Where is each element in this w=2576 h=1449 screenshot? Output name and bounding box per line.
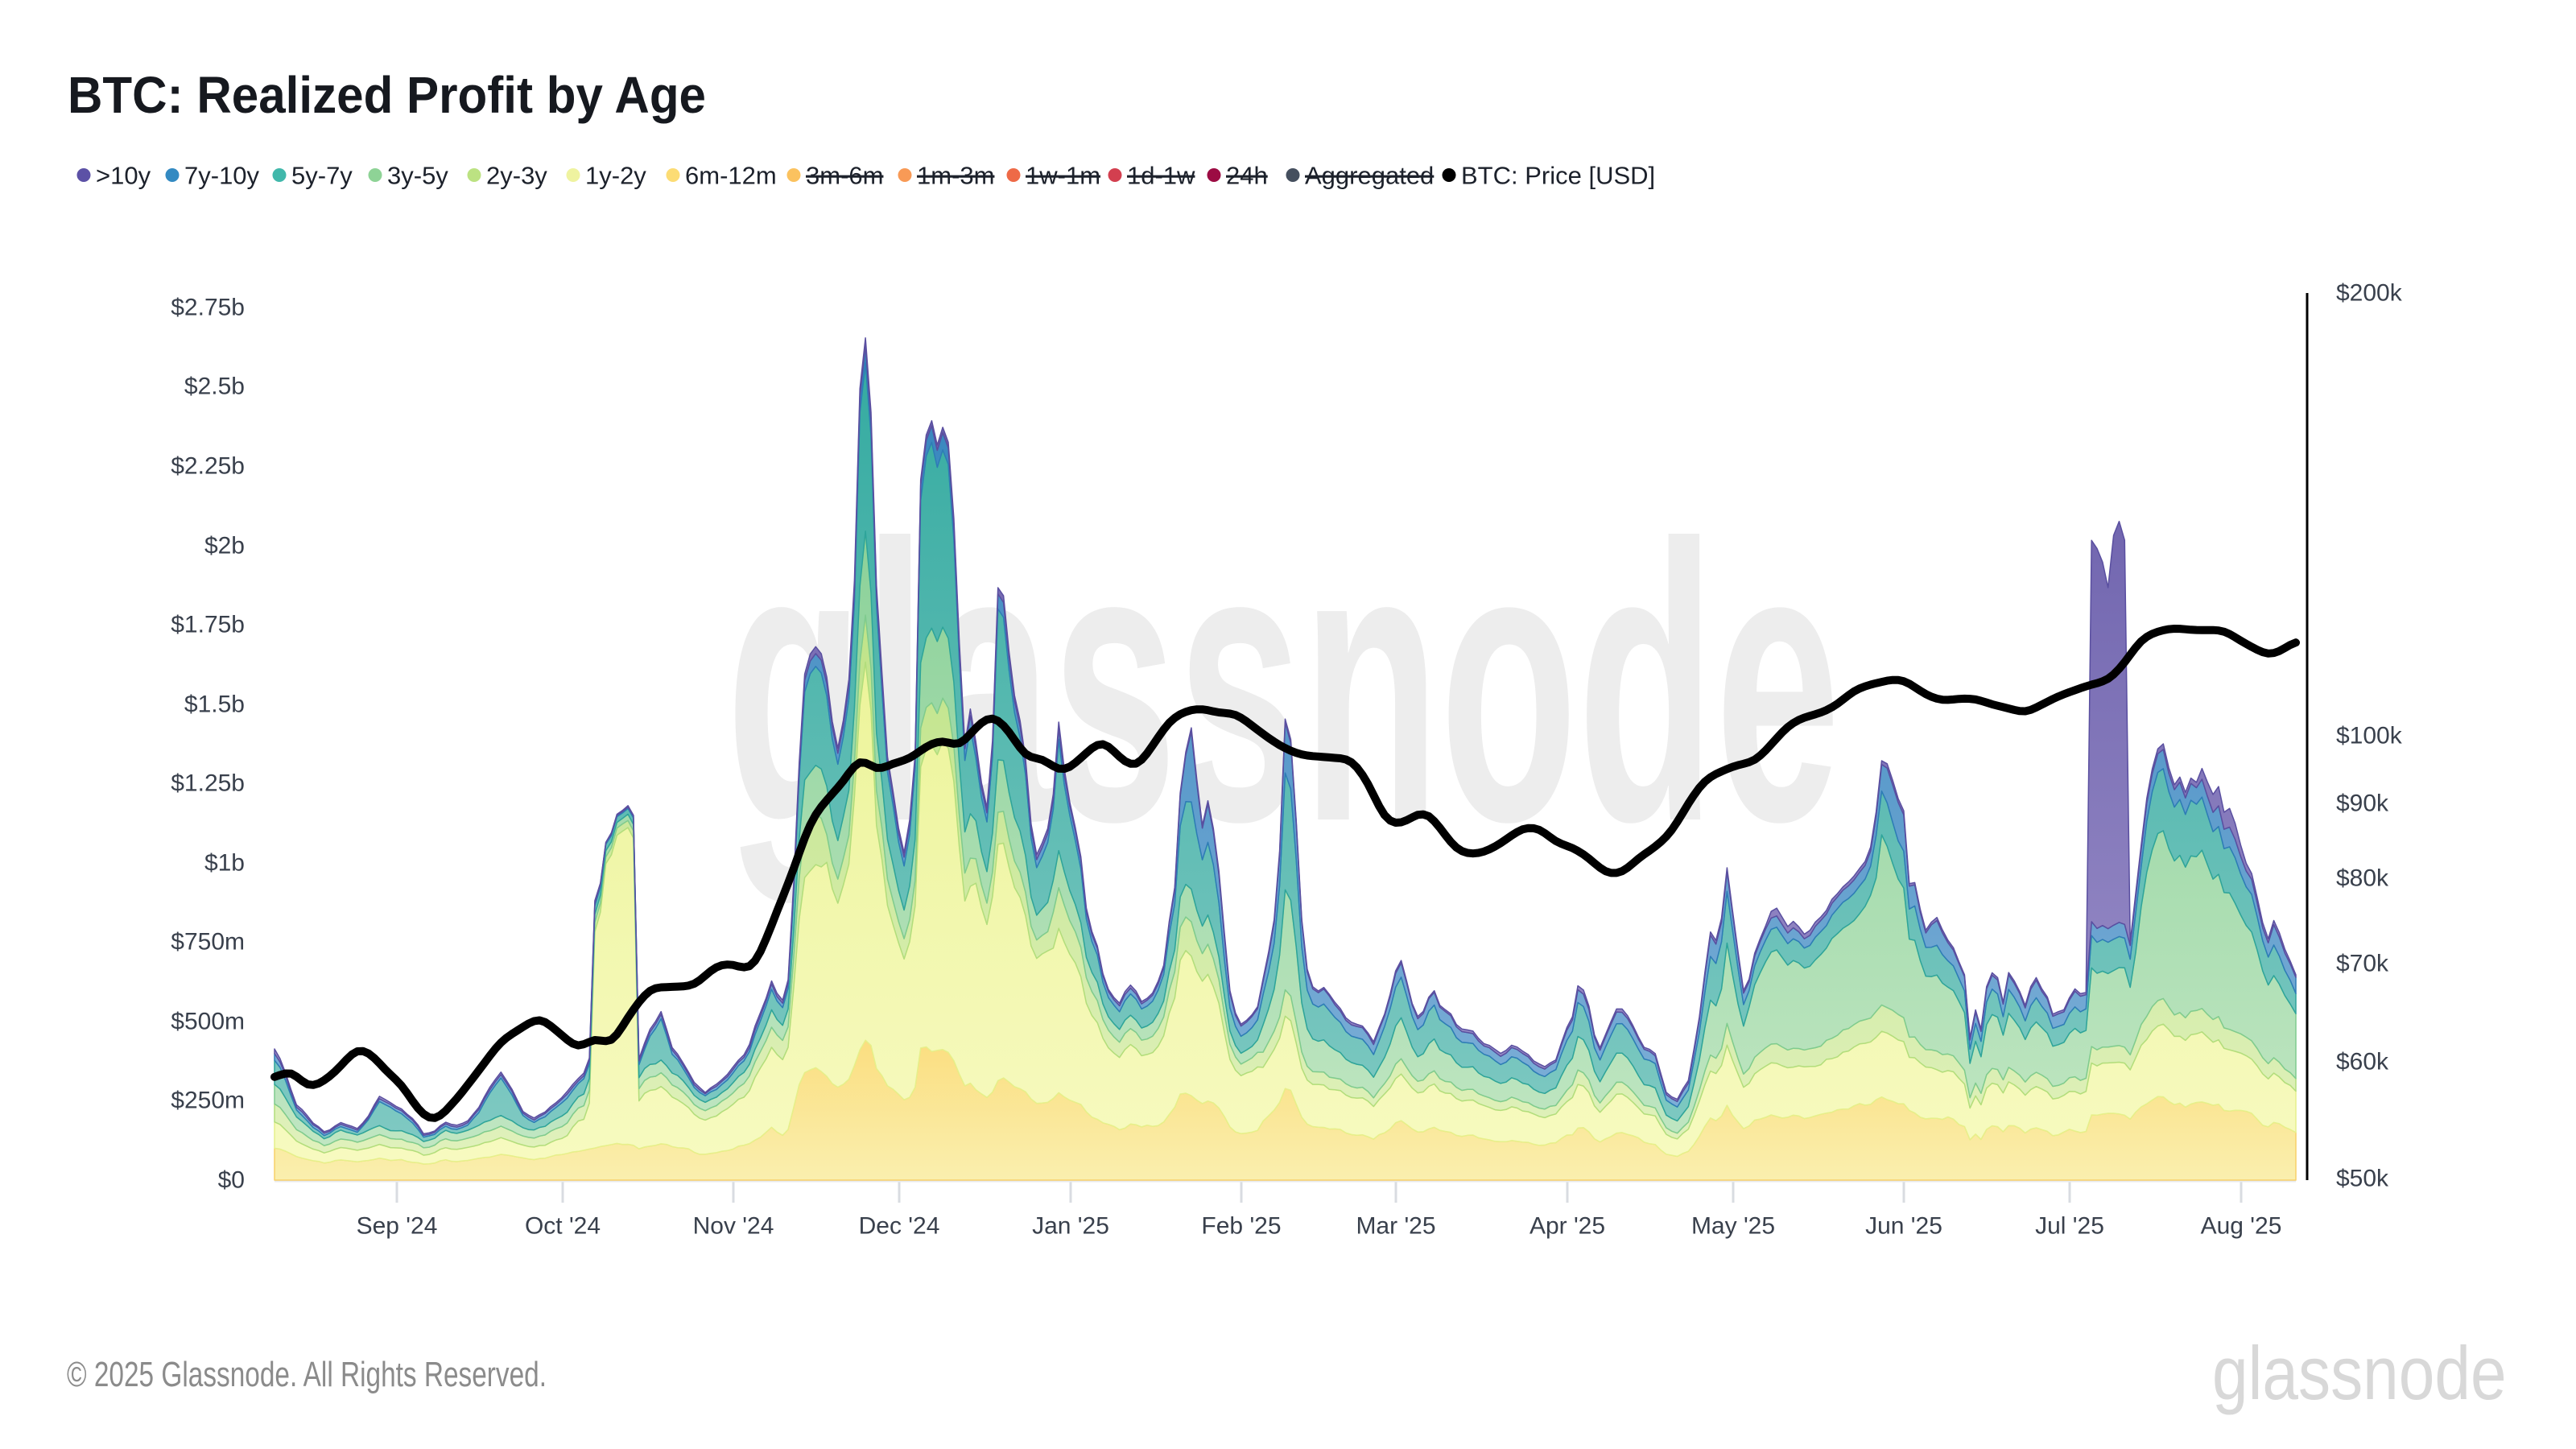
svg-text:Nov '24: Nov '24: [693, 1213, 774, 1240]
svg-text:5y-7y: 5y-7y: [291, 162, 353, 190]
svg-text:>10y: >10y: [96, 162, 151, 190]
svg-text:6m-12m: 6m-12m: [685, 162, 777, 190]
svg-text:$90k: $90k: [2336, 791, 2389, 817]
svg-text:Oct '24: Oct '24: [525, 1213, 601, 1240]
svg-text:2y-3y: 2y-3y: [486, 162, 547, 190]
svg-text:$250m: $250m: [171, 1088, 245, 1114]
svg-text:$0: $0: [218, 1167, 245, 1194]
svg-text:$2.75b: $2.75b: [171, 295, 245, 321]
svg-text:$2b: $2b: [204, 533, 245, 559]
svg-text:© 2025 Glassnode. All Rights R: © 2025 Glassnode. All Rights Reserved.: [67, 1355, 547, 1394]
svg-text:$2.5b: $2.5b: [184, 374, 245, 400]
svg-text:Dec '24: Dec '24: [859, 1213, 940, 1240]
svg-text:Mar '25: Mar '25: [1356, 1213, 1435, 1240]
svg-text:$1.5b: $1.5b: [184, 691, 245, 718]
svg-text:$200k: $200k: [2336, 280, 2403, 307]
svg-text:Apr '25: Apr '25: [1530, 1213, 1605, 1240]
svg-text:$60k: $60k: [2336, 1049, 2389, 1075]
svg-text:$1.75b: $1.75b: [171, 612, 245, 638]
svg-text:Feb '25: Feb '25: [1201, 1213, 1281, 1240]
svg-text:3m-6m: 3m-6m: [806, 162, 883, 190]
svg-text:7y-10y: 7y-10y: [184, 162, 260, 190]
svg-text:$50k: $50k: [2336, 1166, 2389, 1192]
svg-text:$1.25b: $1.25b: [171, 770, 245, 797]
svg-text:May '25: May '25: [1691, 1213, 1775, 1240]
svg-text:$80k: $80k: [2336, 865, 2389, 892]
svg-text:$100k: $100k: [2336, 723, 2403, 749]
svg-text:glassnode: glassnode: [2212, 1331, 2507, 1415]
svg-text:Aggregated: Aggregated: [1305, 162, 1434, 190]
svg-text:Aug '25: Aug '25: [2201, 1213, 2282, 1240]
svg-text:$70k: $70k: [2336, 951, 2389, 977]
svg-text:BTC: Realized Profit by Age: BTC: Realized Profit by Age: [68, 66, 706, 124]
svg-text:Jun '25: Jun '25: [1865, 1213, 1942, 1240]
svg-text:$750m: $750m: [171, 929, 245, 956]
svg-text:$1b: $1b: [204, 850, 245, 877]
svg-text:$2.25b: $2.25b: [171, 453, 245, 480]
svg-text:$500m: $500m: [171, 1009, 245, 1035]
svg-text:1y-2y: 1y-2y: [585, 162, 646, 190]
svg-text:24h: 24h: [1226, 162, 1268, 190]
svg-text:3y-5y: 3y-5y: [387, 162, 448, 190]
svg-text:BTC: Price [USD]: BTC: Price [USD]: [1461, 162, 1655, 190]
svg-text:Jan '25: Jan '25: [1032, 1213, 1109, 1240]
svg-text:1d-1w: 1d-1w: [1127, 162, 1195, 190]
svg-text:1m-3m: 1m-3m: [917, 162, 994, 190]
svg-text:Jul '25: Jul '25: [2035, 1213, 2104, 1240]
svg-text:1w-1m: 1w-1m: [1026, 162, 1100, 190]
svg-text:Sep '24: Sep '24: [357, 1213, 438, 1240]
